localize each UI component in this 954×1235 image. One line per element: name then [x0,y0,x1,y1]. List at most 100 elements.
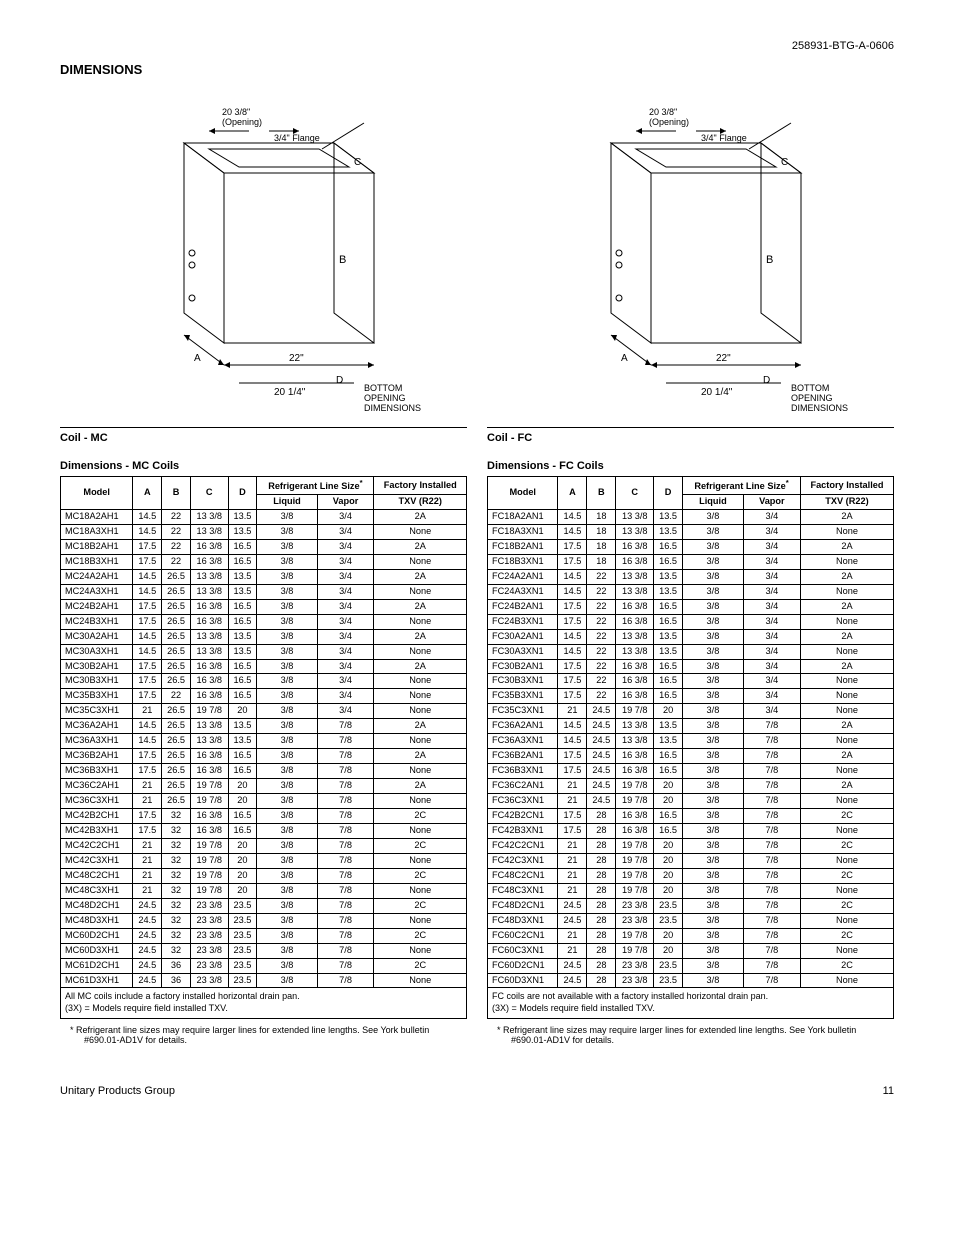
caption-fc: Coil - FC [487,427,894,444]
table-row: MC18A3XH114.52213 3/813.53/83/4None [61,524,467,539]
table-row: FC42C3XN1212819 7/8203/87/8None [488,853,894,868]
table-row: MC24A2AH114.526.513 3/813.53/83/42A [61,569,467,584]
svg-text:20 1/4": 20 1/4" [701,387,733,398]
footnote-mc: * Refrigerant line sizes may require lar… [60,1025,467,1045]
svg-text:(Opening): (Opening) [649,117,689,127]
page-footer: Unitary Products Group 11 [60,1085,894,1097]
table-row: MC24B2AH117.526.516 3/816.53/83/42A [61,599,467,614]
table-row: FC18A3XN114.51813 3/813.53/83/4None [488,524,894,539]
table-row: FC24A2AN114.52213 3/813.53/83/42A [488,569,894,584]
table-row: MC36A2AH114.526.513 3/813.53/87/82A [61,719,467,734]
caption-mc: Coil - MC [60,427,467,444]
footer-left: Unitary Products Group [60,1085,175,1097]
svg-text:20 3/8": 20 3/8" [649,107,677,117]
table-row: FC48C2CN1212819 7/8203/87/82C [488,868,894,883]
table-row: MC48C2CH1213219 7/8203/87/82C [61,868,467,883]
table-row: FC42B2CN117.52816 3/816.53/87/82C [488,809,894,824]
svg-text:OPENING: OPENING [791,393,833,403]
table-row: MC30B3XH117.526.516 3/816.53/83/4None [61,674,467,689]
table-row: FC48D2CN124.52823 3/823.53/87/82C [488,898,894,913]
table-title-fc: Dimensions - FC Coils [487,460,894,472]
table-row: FC18A2AN114.51813 3/813.53/83/42A [488,509,894,524]
table-row: MC60D3XH124.53223 3/823.53/87/8None [61,943,467,958]
table-row: MC48D3XH124.53223 3/823.53/87/8None [61,913,467,928]
table-row: MC35B3XH117.52216 3/816.53/83/4None [61,689,467,704]
table-row: FC42C2CN1212819 7/8203/87/82C [488,838,894,853]
table-row: MC42C2CH1213219 7/8203/87/82C [61,838,467,853]
table-row: FC35C3XN12124.519 7/8203/83/4None [488,704,894,719]
table-row: FC36B2AN117.524.516 3/816.53/87/82A [488,749,894,764]
table-mc: Model A B C D Refrigerant Line Size* Fac… [60,476,467,1019]
svg-text:A: A [621,353,628,364]
table-row: MC36C2AH12126.519 7/8203/87/82A [61,779,467,794]
table-row: MC60D2CH124.53223 3/823.53/87/82C [61,928,467,943]
svg-text:20 3/8": 20 3/8" [222,107,250,117]
table-row: FC30A3XN114.52213 3/813.53/83/4None [488,644,894,659]
table-row: MC35C3XH12126.519 7/8203/83/4None [61,704,467,719]
table-row: FC30B3XN117.52216 3/816.53/83/4None [488,674,894,689]
table-row: MC18B2AH117.52216 3/816.53/83/42A [61,539,467,554]
svg-text:C: C [781,157,788,168]
svg-text:B: B [339,254,346,266]
table-row: MC18A2AH114.52213 3/813.53/83/42A [61,509,467,524]
diagram-row: A 22" 20 1/4" D B C 20 3/8" (Opening) [60,83,894,1045]
table-row: FC48D3XN124.52823 3/823.53/87/8None [488,913,894,928]
diagram-fc: A 22" 20 1/4" D B C 20 3/8" (Opening) 3/… [487,83,894,423]
table-row: MC18B3XH117.52216 3/816.53/83/4None [61,554,467,569]
table-row: FC36A2AN114.524.513 3/813.53/87/82A [488,719,894,734]
table-row: FC36A3XN114.524.513 3/813.53/87/8None [488,734,894,749]
table-row: MC42C3XH1213219 7/8203/87/8None [61,853,467,868]
table-row: MC36C3XH12126.519 7/8203/87/8None [61,794,467,809]
table-row: FC18B2AN117.51816 3/816.53/83/42A [488,539,894,554]
section-title: DIMENSIONS [60,62,894,77]
table-row: MC36A3XH114.526.513 3/813.53/87/8None [61,734,467,749]
table-row: FC36B3XN117.524.516 3/816.53/87/8None [488,764,894,779]
svg-text:OPENING: OPENING [364,393,406,403]
footnote-fc: * Refrigerant line sizes may require lar… [487,1025,894,1045]
footer-page: 11 [883,1085,894,1097]
table-row: FC60C2CN1212819 7/8203/87/82C [488,928,894,943]
table-row: MC48D2CH124.53223 3/823.53/87/82C [61,898,467,913]
table-row: MC36B3XH117.526.516 3/816.53/87/8None [61,764,467,779]
table-row: FC24B2AN117.52216 3/816.53/83/42A [488,599,894,614]
table-row: MC24A3XH114.526.513 3/813.53/83/4None [61,584,467,599]
table-row: FC60C3XN1212819 7/8203/87/8None [488,943,894,958]
table-title-mc: Dimensions - MC Coils [60,460,467,472]
table-row: FC60D3XN124.52823 3/823.53/87/8None [488,973,894,988]
table-row: FC24B3XN117.52216 3/816.53/83/4None [488,614,894,629]
table-row: FC35B3XN117.52216 3/816.53/83/4None [488,689,894,704]
table-row: FC36C2AN12124.519 7/8203/87/82A [488,779,894,794]
table-row: FC48C3XN1212819 7/8203/87/8None [488,883,894,898]
table-row: MC30A3XH114.526.513 3/813.53/83/4None [61,644,467,659]
table-row: FC30A2AN114.52213 3/813.53/83/42A [488,629,894,644]
dim-22: 22" [289,353,304,364]
table-row: MC30B2AH117.526.516 3/816.53/83/42A [61,659,467,674]
table-row: MC30A2AH114.526.513 3/813.53/83/42A [61,629,467,644]
table-row: FC24A3XN114.52213 3/813.53/83/4None [488,584,894,599]
svg-text:DIMENSIONS: DIMENSIONS [791,403,848,413]
table-row: MC48C3XH1213219 7/8203/87/8None [61,883,467,898]
diagram-mc: A 22" 20 1/4" D B C 20 3/8" (Opening) [60,83,467,423]
table-row: MC24B3XH117.526.516 3/816.53/83/4None [61,614,467,629]
svg-text:3/4" Flange: 3/4" Flange [274,133,320,143]
svg-text:B: B [766,254,773,266]
svg-text:DIMENSIONS: DIMENSIONS [364,403,421,413]
table-row: MC61D2CH124.53623 3/823.53/87/82C [61,958,467,973]
document-id: 258931-BTG-A-0606 [60,40,894,52]
table-row: MC61D3XH124.53623 3/823.53/87/8None [61,973,467,988]
svg-text:22": 22" [716,353,731,364]
svg-text:BOTTOM: BOTTOM [791,383,829,393]
svg-text:(Opening): (Opening) [222,117,262,127]
svg-text:D: D [763,375,770,386]
table-row: FC18B3XN117.51816 3/816.53/83/4None [488,554,894,569]
table-row: FC36C3XN12124.519 7/8203/87/8None [488,794,894,809]
svg-text:BOTTOM: BOTTOM [364,383,402,393]
table-row: MC42B2CH117.53216 3/816.53/87/82C [61,809,467,824]
table-fc: Model A B C D Refrigerant Line Size* Fac… [487,476,894,1019]
table-row: FC60D2CN124.52823 3/823.53/87/82C [488,958,894,973]
table-row: FC42B3XN117.52816 3/816.53/87/8None [488,823,894,838]
table-row: MC36B2AH117.526.516 3/816.53/87/82A [61,749,467,764]
svg-text:20 1/4": 20 1/4" [274,387,306,398]
table-row: FC30B2AN117.52216 3/816.53/83/42A [488,659,894,674]
svg-text:D: D [336,375,343,386]
